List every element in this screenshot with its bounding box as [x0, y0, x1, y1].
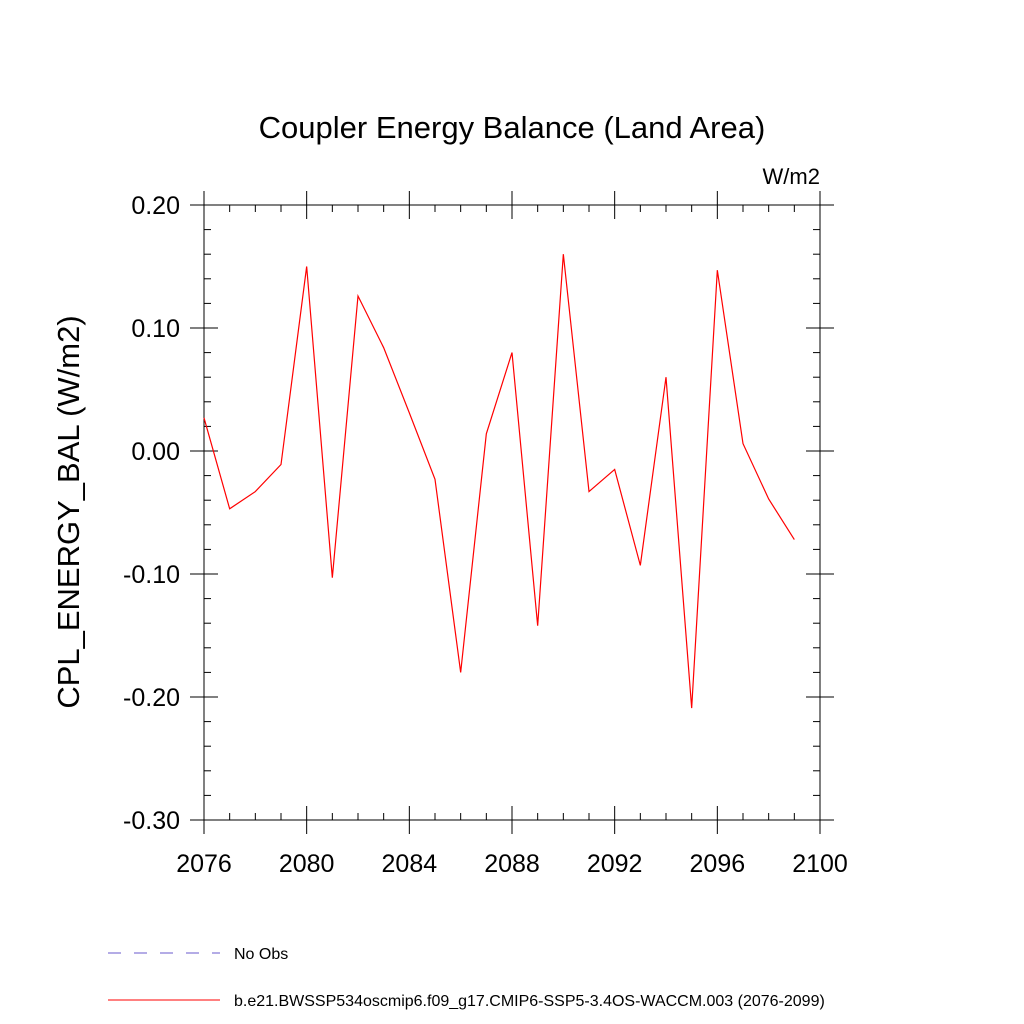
- y-axis-ticks: -0.30 -0.20 -0.10 0.00 0.10 0.20: [123, 192, 834, 835]
- series-line: [203, 254, 795, 709]
- x-tick-label: 2080: [279, 850, 335, 878]
- data-point: [280, 463, 282, 465]
- chart-title: Coupler Energy Balance (Land Area): [259, 110, 766, 145]
- data-point: [459, 671, 461, 673]
- data-point: [639, 564, 641, 566]
- axes: [203, 204, 821, 821]
- y-tick-label: -0.30: [123, 807, 180, 835]
- data-point: [203, 417, 205, 419]
- x-tick-label: 2088: [484, 850, 540, 878]
- data-point: [511, 351, 513, 353]
- x-tick-label: 2100: [792, 850, 848, 878]
- y-tick-label: 0.20: [131, 192, 180, 220]
- data-point: [382, 346, 384, 348]
- data-point: [613, 468, 615, 470]
- data-point: [485, 433, 487, 435]
- data-point: [588, 490, 590, 492]
- data-point: [793, 538, 795, 540]
- data-point: [665, 376, 667, 378]
- data-point: [331, 576, 333, 578]
- x-tick-label: 2084: [382, 850, 438, 878]
- data-point: [536, 624, 538, 626]
- data-point: [690, 707, 692, 709]
- legend: No Obs b.e21.BWSSP534oscmip6.f09_g17.CMIP…: [108, 946, 825, 1010]
- data-point: [357, 295, 359, 297]
- x-tick-label: 2076: [176, 850, 232, 878]
- y-tick-label: -0.20: [123, 684, 180, 712]
- data-point: [305, 265, 307, 267]
- series: [203, 253, 795, 709]
- data-point: [742, 442, 744, 444]
- y-tick-label: 0.00: [131, 438, 180, 466]
- legend-label: No Obs: [234, 946, 288, 963]
- units-label: W/m2: [763, 164, 820, 189]
- y-tick-label: 0.10: [131, 315, 180, 343]
- y-tick-label: -0.10: [123, 561, 180, 589]
- x-tick-label: 2096: [690, 850, 746, 878]
- legend-label: b.e21.BWSSP534oscmip6.f09_g17.CMIP6-SSP5…: [234, 993, 825, 1010]
- data-point: [254, 490, 256, 492]
- data-point: [434, 478, 436, 480]
- data-point: [228, 508, 230, 510]
- data-point: [767, 498, 769, 500]
- y-axis-label: CPL_ENERGY_BAL (W/m2): [51, 315, 86, 708]
- data-point: [408, 412, 410, 414]
- x-tick-label: 2092: [587, 850, 643, 878]
- data-point: [562, 253, 564, 255]
- plot-frame: [203, 204, 821, 821]
- data-point: [716, 269, 718, 271]
- x-axis-ticks: 2076 2080 2084 2088 2092 2096 2100: [176, 191, 848, 878]
